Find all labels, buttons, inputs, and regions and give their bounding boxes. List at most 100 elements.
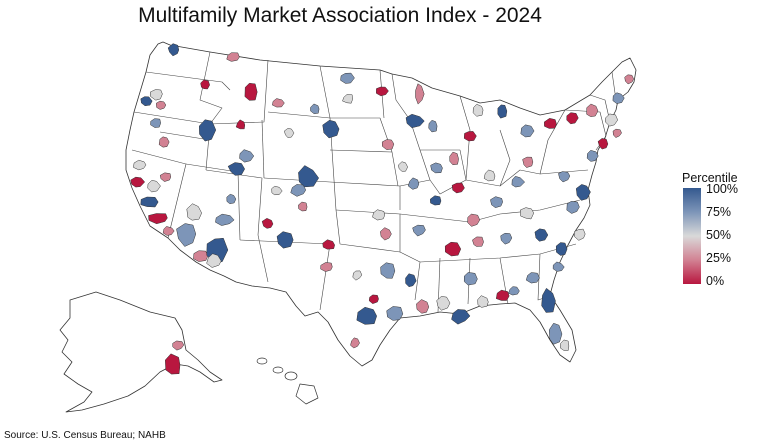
metro-area [430, 195, 442, 206]
metro-area [586, 150, 599, 162]
state-outlines [59, 41, 637, 413]
metro-area [407, 177, 420, 190]
metro-area [555, 242, 568, 256]
metro-area [472, 103, 484, 117]
metro-area [520, 207, 535, 220]
metro-area [226, 193, 237, 205]
metro-area [158, 136, 170, 148]
metro-area [298, 165, 320, 188]
metro-area [350, 337, 360, 349]
metro-area [467, 213, 481, 227]
metro-area [405, 113, 425, 129]
legend-color-bar [683, 188, 701, 284]
metro-area [284, 128, 295, 138]
metro-area [239, 149, 255, 163]
metro-area [428, 120, 438, 133]
metro-area [449, 151, 459, 166]
metro-area [227, 162, 245, 176]
metro-area [415, 83, 425, 105]
metro-area [140, 196, 159, 208]
metro-area [206, 253, 222, 268]
metro-area [444, 241, 462, 257]
metro-area [522, 156, 534, 168]
metro-area [463, 272, 478, 286]
metro-area [500, 232, 513, 245]
metro-area [320, 262, 333, 272]
metro-area [477, 295, 489, 308]
metro-area [193, 250, 209, 262]
metro-area [130, 176, 146, 188]
metro-area [380, 227, 392, 241]
metro-area [541, 287, 556, 313]
metro-area [186, 203, 202, 221]
legend-tick-50: 50% [706, 228, 732, 242]
metro-area [566, 112, 579, 125]
metro-area [356, 306, 377, 325]
metro-area [586, 103, 599, 117]
metro-area [149, 89, 163, 101]
metro-area [574, 228, 586, 241]
legend-tick-75: 75% [706, 205, 732, 219]
metro-area [511, 176, 526, 188]
metro-area [140, 96, 153, 107]
metro-area [624, 74, 634, 85]
metro-area [575, 184, 591, 201]
metro-area [235, 119, 246, 130]
metro-area [342, 94, 353, 104]
metro-area [167, 43, 180, 57]
metro-area [200, 79, 210, 90]
metro-area [322, 119, 340, 139]
metro-area [412, 224, 426, 237]
metro-area [176, 223, 197, 247]
metro-area [544, 118, 557, 129]
metro-area [150, 118, 161, 128]
source-note: Source: U.S. Census Bureau; NAHB [4, 430, 166, 441]
metro-area [525, 272, 540, 284]
metro-area [148, 213, 168, 225]
metro-area [271, 185, 283, 196]
metro-area [495, 289, 510, 301]
legend-title: Percentile [682, 171, 738, 185]
metro-area [612, 128, 622, 138]
metro-area [322, 239, 335, 250]
metro-area [463, 131, 477, 142]
metro-area [552, 261, 565, 272]
metro-area [368, 294, 379, 304]
metro-area [597, 138, 609, 150]
metro-area [276, 231, 294, 249]
metro-area [451, 182, 465, 194]
metro-area [340, 72, 355, 84]
metro-areas [130, 43, 634, 375]
metro-area [215, 213, 235, 226]
metro-area [147, 180, 161, 193]
metro-area [381, 139, 395, 150]
metro-area [612, 92, 625, 104]
metro-area [380, 262, 396, 279]
metro-area [430, 162, 443, 174]
legend-tick-25: 25% [706, 251, 732, 265]
metro-area [310, 103, 320, 115]
metro-area [497, 104, 508, 119]
metro-area [172, 340, 185, 351]
metro-area [199, 119, 217, 142]
metro-area [398, 161, 408, 172]
metro-area [548, 322, 563, 345]
metro-area [508, 286, 520, 296]
metro-area [451, 309, 471, 325]
metro-area [560, 339, 570, 351]
metro-area [272, 98, 285, 108]
metro-area [605, 113, 618, 127]
metro-area [156, 100, 167, 110]
metro-area [405, 273, 417, 288]
alaska-outline [59, 291, 223, 413]
metro-area [558, 171, 571, 183]
metro-area [159, 172, 172, 182]
metro-area [162, 226, 175, 236]
metro-area [372, 209, 386, 221]
metro-area [416, 299, 430, 314]
hawaii-islands [256, 357, 319, 405]
metro-area [261, 218, 274, 229]
legend-tick-0: 0% [706, 274, 725, 288]
contiguous-us-outline [125, 41, 637, 367]
